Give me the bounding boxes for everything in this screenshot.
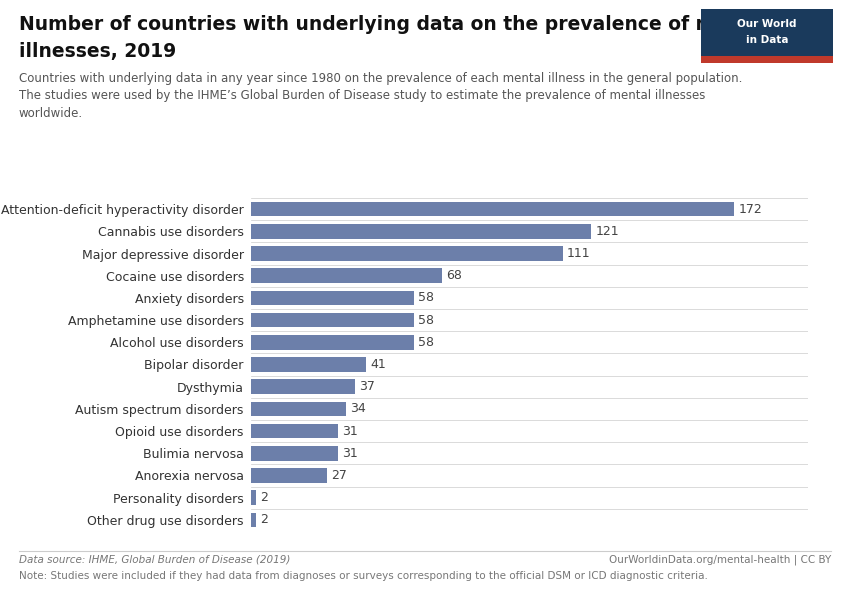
Text: 58: 58 — [418, 336, 434, 349]
Text: 58: 58 — [418, 314, 434, 326]
Text: 111: 111 — [567, 247, 591, 260]
Text: 31: 31 — [343, 447, 358, 460]
Text: 68: 68 — [446, 269, 462, 282]
Bar — [251, 446, 338, 461]
Bar — [251, 490, 257, 505]
Text: in Data: in Data — [746, 35, 788, 46]
Text: 41: 41 — [371, 358, 386, 371]
Bar — [251, 290, 414, 305]
Bar — [251, 335, 414, 350]
Text: 58: 58 — [418, 292, 434, 304]
Text: 121: 121 — [595, 225, 619, 238]
Text: Number of countries with underlying data on the prevalence of mental: Number of countries with underlying data… — [19, 15, 769, 34]
Text: Note: Studies were included if they had data from diagnoses or surveys correspon: Note: Studies were included if they had … — [19, 571, 707, 581]
Bar — [251, 468, 326, 483]
Text: OurWorldinData.org/mental-health | CC BY: OurWorldinData.org/mental-health | CC BY — [609, 554, 831, 565]
Text: 2: 2 — [261, 491, 269, 504]
Text: 34: 34 — [350, 403, 366, 415]
Text: illnesses, 2019: illnesses, 2019 — [19, 42, 176, 61]
Text: 2: 2 — [261, 514, 269, 526]
Bar — [251, 268, 442, 283]
Text: Countries with underlying data in any year since 1980 on the prevalence of each : Countries with underlying data in any ye… — [19, 72, 742, 120]
Text: 31: 31 — [343, 425, 358, 437]
Text: 37: 37 — [359, 380, 375, 393]
Bar — [251, 512, 257, 527]
Bar — [251, 246, 563, 261]
Bar — [251, 202, 734, 217]
Text: 27: 27 — [331, 469, 347, 482]
Text: Data source: IHME, Global Burden of Disease (2019): Data source: IHME, Global Burden of Dise… — [19, 554, 290, 565]
Text: 172: 172 — [739, 203, 762, 215]
Text: Our World: Our World — [737, 19, 796, 29]
Bar — [251, 424, 338, 439]
Bar — [251, 401, 346, 416]
Bar — [251, 357, 366, 372]
Bar — [251, 313, 414, 328]
Bar — [251, 379, 354, 394]
Bar — [251, 224, 591, 239]
